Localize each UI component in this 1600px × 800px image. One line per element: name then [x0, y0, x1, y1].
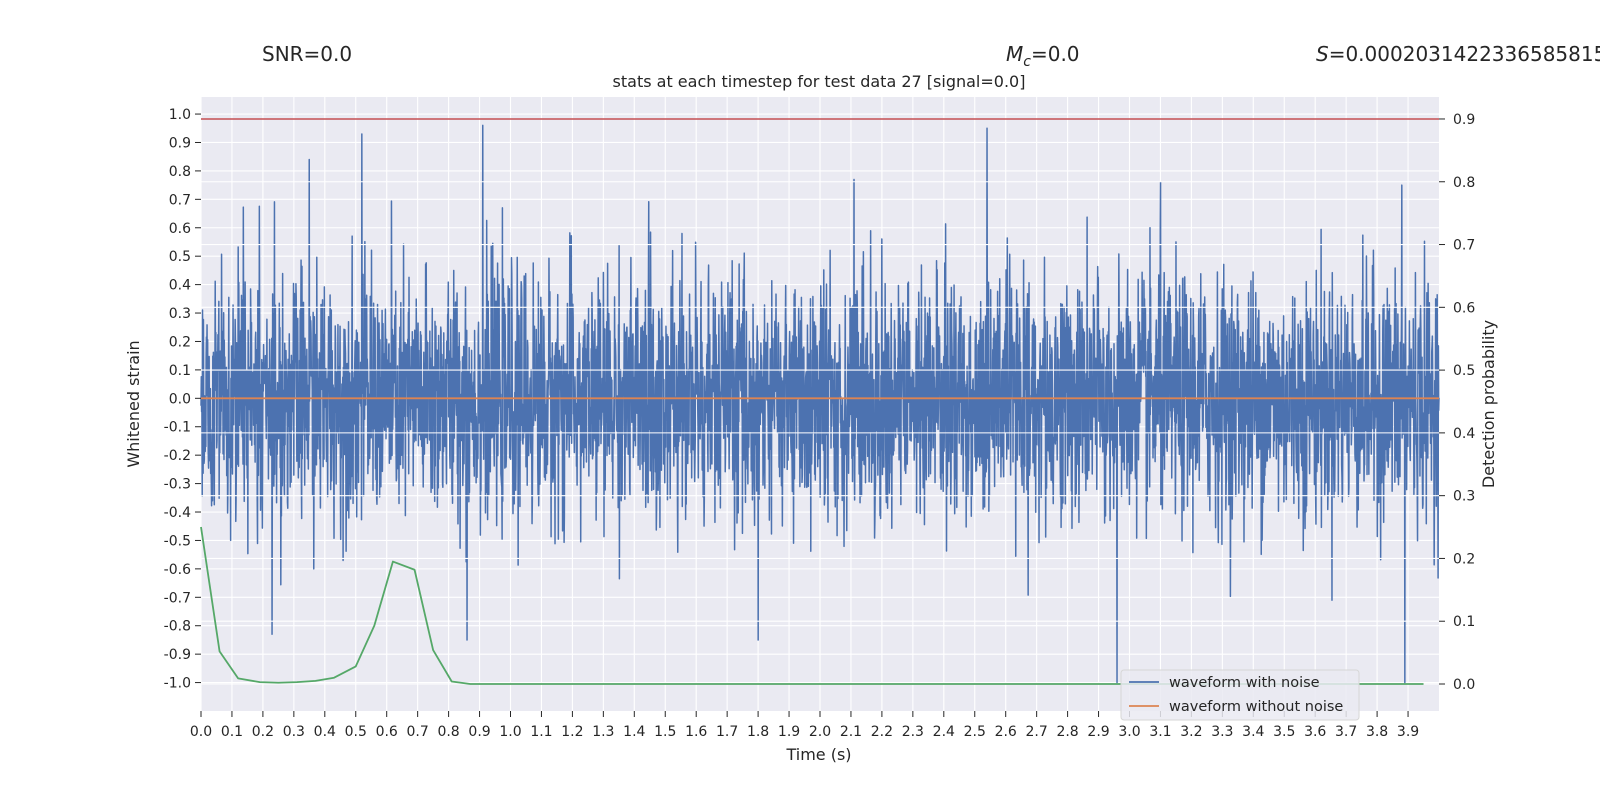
- mc-value: =0.0: [1031, 42, 1080, 66]
- y-left-tick-label: 0.5: [169, 249, 191, 265]
- snr-label: SNR=0.0: [262, 42, 352, 66]
- y-left-tick-label: 0.7: [169, 192, 191, 208]
- chart-title: stats at each timestep for test data 27 …: [613, 72, 1026, 91]
- x-tick-label: 2.6: [995, 724, 1017, 740]
- x-tick-label: 3.3: [1211, 724, 1233, 740]
- y-right-tick-label: 0.2: [1453, 551, 1475, 567]
- y-left-tick-label: 0.8: [169, 164, 191, 180]
- x-tick-label: 0.8: [437, 724, 459, 740]
- y-left-tick-label: 0.1: [169, 363, 191, 379]
- x-tick-label: 1.3: [592, 724, 614, 740]
- y-left-tick-label: -0.1: [164, 420, 191, 436]
- y-left-tick-label: -0.7: [164, 590, 191, 606]
- x-tick-label: 0.7: [407, 724, 429, 740]
- legend: waveform with noise waveform without noi…: [1120, 669, 1360, 721]
- s-label: S=0.0002031422336585815: [1316, 42, 1600, 66]
- x-tick-label: 3.8: [1366, 724, 1388, 740]
- legend-label-waveform-with-noise: waveform with noise: [1169, 675, 1320, 691]
- x-tick-label: 2.4: [933, 724, 955, 740]
- legend-box: [1120, 669, 1360, 721]
- s-value: =0.0002031422336585815: [1329, 42, 1600, 66]
- y-right-tick-label: 0.1: [1453, 614, 1475, 630]
- y-axis-right-ticks: 0.9 0.8 0.7 0.6 0.5 0.4 0.3 0.2 0.1 0.0: [1439, 112, 1475, 693]
- y-left-tick-label: 0.4: [169, 278, 191, 294]
- mc-symbol: M: [1006, 42, 1023, 66]
- x-tick-label: 0.2: [252, 724, 274, 740]
- x-tick-label: 3.7: [1335, 724, 1357, 740]
- x-tick-label: 1.9: [778, 724, 800, 740]
- x-tick-label: 1.8: [747, 724, 769, 740]
- x-tick-label: 3.6: [1304, 724, 1326, 740]
- x-tick-label: 0.1: [221, 724, 243, 740]
- y-left-tick-label: 0.2: [169, 334, 191, 350]
- x-tick-label: 2.7: [1026, 724, 1048, 740]
- y-left-tick-label: -1.0: [164, 676, 191, 692]
- y-left-tick-label: -0.8: [164, 619, 191, 635]
- y-right-tick-label: 0.4: [1453, 426, 1475, 442]
- y-left-tick-label: -0.5: [164, 533, 191, 549]
- x-tick-label: 3.5: [1273, 724, 1295, 740]
- y-left-tick-label: -0.3: [164, 477, 191, 493]
- x-tick-label: 3.1: [1149, 724, 1171, 740]
- series-right-axis: [200, 118, 1439, 685]
- y-right-tick-label: 0.9: [1453, 112, 1475, 128]
- x-tick-label: 2.0: [809, 724, 831, 740]
- s-symbol: S: [1316, 42, 1329, 66]
- detection-probability-line: [200, 526, 1424, 685]
- x-tick-label: 0.9: [468, 724, 490, 740]
- x-tick-label: 3.4: [1242, 724, 1264, 740]
- x-tick-label: 2.5: [964, 724, 986, 740]
- x-tick-label: 2.3: [902, 724, 924, 740]
- x-tick-label: 1.1: [530, 724, 552, 740]
- y-right-tick-label: 0.7: [1453, 238, 1475, 254]
- mc-label: Mc=0.0: [1006, 42, 1080, 70]
- y-right-tick-label: 0.3: [1453, 489, 1475, 505]
- x-tick-label: 2.9: [1087, 724, 1109, 740]
- y-left-tick-label: -0.4: [164, 505, 191, 521]
- y-left-tick-label: 1.0: [169, 107, 191, 123]
- y-left-tick-label: -0.2: [164, 448, 191, 464]
- x-tick-label: 1.2: [561, 724, 583, 740]
- x-tick-label: 0.0: [190, 724, 212, 740]
- y-right-tick-label: 0.6: [1453, 300, 1475, 316]
- x-tick-label: 0.4: [314, 724, 336, 740]
- y-left-tick-label: -0.6: [164, 562, 191, 578]
- y-left-tick-label: 0.3: [169, 306, 191, 322]
- x-axis-label: Time (s): [785, 745, 851, 764]
- y-right-tick-label: 0.5: [1453, 363, 1475, 379]
- x-tick-label: 1.7: [716, 724, 738, 740]
- x-tick-label: 3.9: [1397, 724, 1419, 740]
- y-axis-left-ticks: 1.0 0.9 0.8 0.7 0.6 0.5 0.4 0.3 0.2 0.1 0.0 -0.1 -0.…: [164, 107, 201, 692]
- y-right-tick-label: 0.8: [1453, 175, 1475, 191]
- y-right-tick-label: 0.0: [1453, 677, 1475, 693]
- x-tick-label: 1.0: [499, 724, 521, 740]
- x-tick-label: 2.2: [871, 724, 893, 740]
- x-tick-label: 1.4: [623, 724, 645, 740]
- x-tick-label: 3.0: [1118, 724, 1140, 740]
- y-axis-right-label: Detection probability: [1479, 320, 1498, 488]
- y-left-tick-label: 0.9: [169, 135, 191, 151]
- x-tick-label: 0.5: [345, 724, 367, 740]
- y-left-tick-label: 0.0: [169, 391, 191, 407]
- y-left-tick-label: -0.9: [164, 647, 191, 663]
- legend-label-waveform-without-noise: waveform without noise: [1169, 699, 1343, 715]
- y-left-tick-label: 0.6: [169, 221, 191, 237]
- x-tick-label: 2.8: [1056, 724, 1078, 740]
- y-axis-left-label: Whitened strain: [124, 340, 143, 467]
- mc-subscript: c: [1023, 54, 1031, 70]
- x-tick-label: 3.2: [1180, 724, 1202, 740]
- x-tick-label: 1.6: [685, 724, 707, 740]
- x-tick-label: 0.3: [283, 724, 305, 740]
- x-tick-label: 0.6: [376, 724, 398, 740]
- x-tick-label: 1.5: [654, 724, 676, 740]
- x-tick-label: 2.1: [840, 724, 862, 740]
